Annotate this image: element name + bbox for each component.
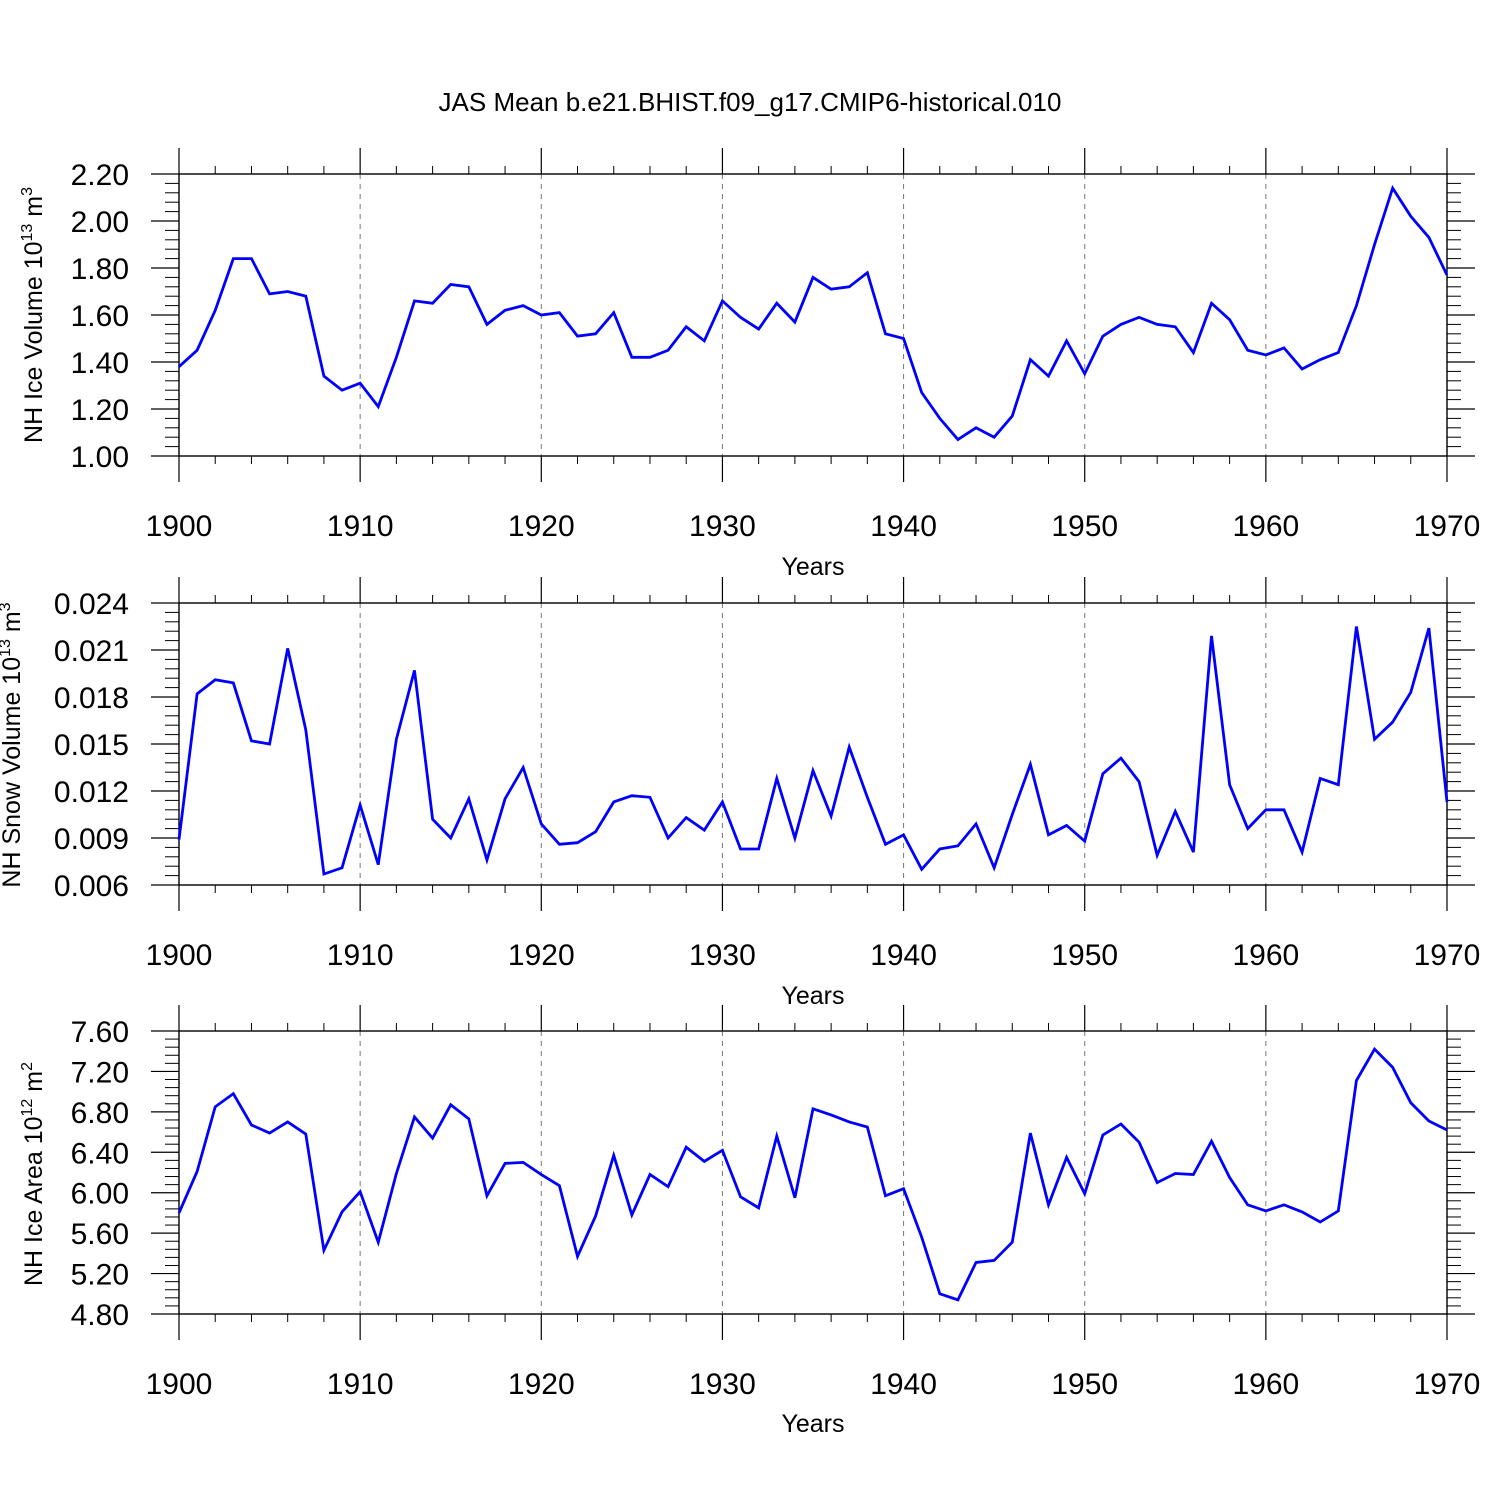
ice-volume-x-tick-label: 1930 (689, 510, 756, 543)
ice-volume-y-tick-label: 1.60 (71, 300, 129, 333)
snow-volume-y-tick-label: 0.024 (54, 588, 129, 621)
ice-area-y-tick-label: 5.20 (71, 1259, 129, 1292)
ice-area-x-tick-label: 1960 (1232, 1368, 1299, 1401)
snow-volume-y-tick-label: 0.018 (54, 682, 129, 715)
ice-area-xlabel: Years (781, 1410, 844, 1438)
ice-volume-series-line (178, 184, 1449, 442)
snow-volume-y-tick-label: 0.009 (54, 823, 129, 856)
snow-volume-xlabel: Years (781, 982, 844, 1010)
figure-title: JAS Mean b.e21.BHIST.f09_g17.CMIP6-histo… (439, 87, 1062, 117)
ice-area-plot-frame (178, 1030, 1448, 1315)
ice-area-y-tick-label: 6.00 (71, 1178, 129, 1211)
snow-volume-series-line (177, 626, 1449, 876)
ice-volume-xlabel: Years (781, 553, 844, 581)
ice-area-y-tick-label: 4.80 (71, 1299, 129, 1332)
ice-volume-x-tick-label: 1910 (327, 510, 394, 543)
snow-volume-x-tick-label: 1960 (1232, 939, 1299, 972)
snow-volume-x-tick-label: 1910 (327, 939, 394, 972)
ice-area-x-tick-label: 1920 (508, 1368, 575, 1401)
ice-volume-x-tick-label: 1950 (1051, 510, 1118, 543)
ice-volume-y-tick-label: 1.00 (71, 441, 129, 474)
snow-volume-y-tick-label: 0.012 (54, 776, 129, 809)
ice-volume-y-tick-label: 1.40 (71, 347, 129, 380)
snow-volume-y-tick-label: 0.006 (54, 870, 129, 903)
ice-area-x-tick-label: 1950 (1051, 1368, 1118, 1401)
ice-volume-plot-frame (178, 173, 1448, 457)
snow-volume-x-tick-label: 1930 (689, 939, 756, 972)
ice-volume-x-tick-label: 1940 (870, 510, 937, 543)
ice-volume-y-tick-label: 1.20 (71, 394, 129, 427)
ice-area-series-line (177, 1046, 1448, 1302)
ice-volume-x-tick-label: 1960 (1232, 510, 1299, 543)
snow-volume-ylabel: NH Snow Volume 1013 m3 (0, 602, 26, 887)
ice-volume-y-tick-label: 2.00 (71, 206, 129, 239)
snow-volume-y-tick-label: 0.021 (54, 635, 129, 668)
ice-area-y-tick-label: 7.60 (71, 1016, 129, 1049)
ice-area-x-tick-label: 1900 (146, 1368, 213, 1401)
panel-ice-area: NH Ice Area 1012 m2 Years 1900 1910 1920 19… (19, 1005, 1480, 1438)
ice-area-x-tick-label: 1910 (327, 1368, 394, 1401)
ice-area-y-tick-label: 5.60 (71, 1218, 129, 1251)
snow-volume-plot-frame (178, 602, 1448, 886)
snow-volume-x-tick-label: 1940 (870, 939, 937, 972)
ice-volume-x-tick-label: 1970 (1414, 510, 1481, 543)
snow-volume-x-tick-label: 1970 (1414, 939, 1481, 972)
ice-area-x-tick-label: 1970 (1414, 1368, 1481, 1401)
ice-area-x-tick-label: 1940 (870, 1368, 937, 1401)
ice-area-y-tick-label: 6.80 (71, 1097, 129, 1130)
panel-snow-volume: NH Snow Volume 1013 m3 Years 1900 1910 192… (0, 577, 1480, 1010)
ice-area-y-tick-label: 6.40 (71, 1137, 129, 1170)
ice-volume-x-tick-label: 1920 (508, 510, 575, 543)
snow-volume-x-tick-label: 1920 (508, 939, 575, 972)
panel-ice-volume: NH Ice Volume 1013 m3 Years 1900 1910 1920… (19, 148, 1480, 581)
ice-area-x-tick-label: 1930 (689, 1368, 756, 1401)
ice-area-y-tick-label: 7.20 (71, 1056, 129, 1089)
ice-volume-y-tick-label: 1.80 (71, 253, 129, 286)
ice-volume-ylabel: NH Ice Volume 1013 m3 (19, 187, 48, 443)
ice-volume-y-tick-label: 2.20 (71, 159, 129, 192)
ice-volume-x-tick-label: 1900 (146, 510, 213, 543)
snow-volume-y-tick-label: 0.015 (54, 729, 129, 762)
snow-volume-x-tick-label: 1950 (1051, 939, 1118, 972)
snow-volume-x-tick-label: 1900 (146, 939, 213, 972)
ice-area-ylabel: NH Ice Area 1012 m2 (19, 1062, 48, 1286)
